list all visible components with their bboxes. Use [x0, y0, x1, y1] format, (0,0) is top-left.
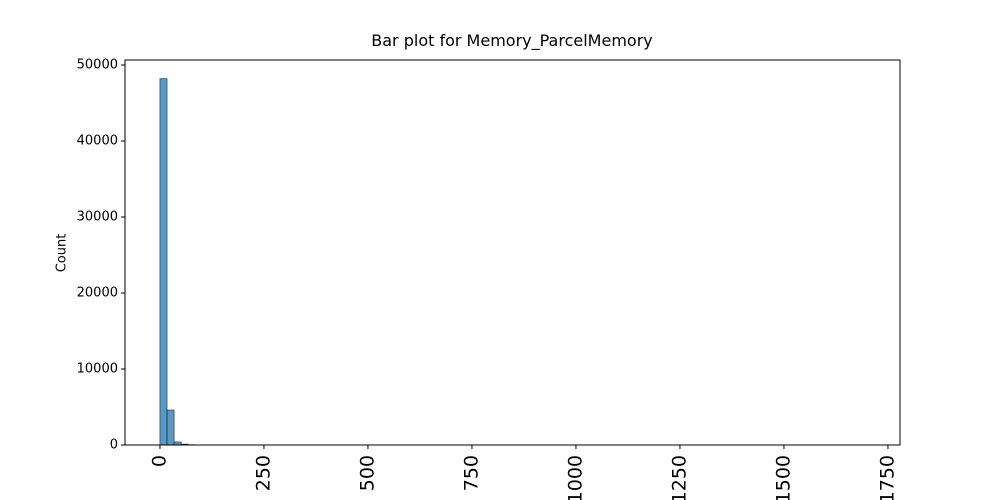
- plot-frame: [124, 59, 901, 446]
- x-tick-label: 1250: [668, 455, 690, 500]
- x-tick-label: 250: [252, 455, 274, 491]
- x-tick-label: 500: [356, 455, 378, 491]
- bar: [159, 78, 168, 446]
- y-tick-label: 40000: [77, 134, 118, 149]
- y-tick-label: 20000: [77, 286, 118, 301]
- y-axis-label: Count: [55, 234, 70, 273]
- y-tick-label: 50000: [77, 58, 118, 73]
- bar: [166, 409, 175, 446]
- x-tick-label: 1750: [876, 455, 898, 500]
- y-tick-label: 10000: [77, 362, 118, 377]
- y-tick-label: 0: [110, 438, 118, 453]
- y-tick-label: 30000: [77, 210, 118, 225]
- x-tick-label: 750: [460, 455, 482, 491]
- chart-title: Bar plot for Memory_ParcelMemory: [371, 31, 652, 51]
- x-tick-label: 0: [148, 455, 170, 467]
- x-tick-label: 1500: [772, 455, 794, 500]
- x-tick-label: 1000: [564, 455, 586, 500]
